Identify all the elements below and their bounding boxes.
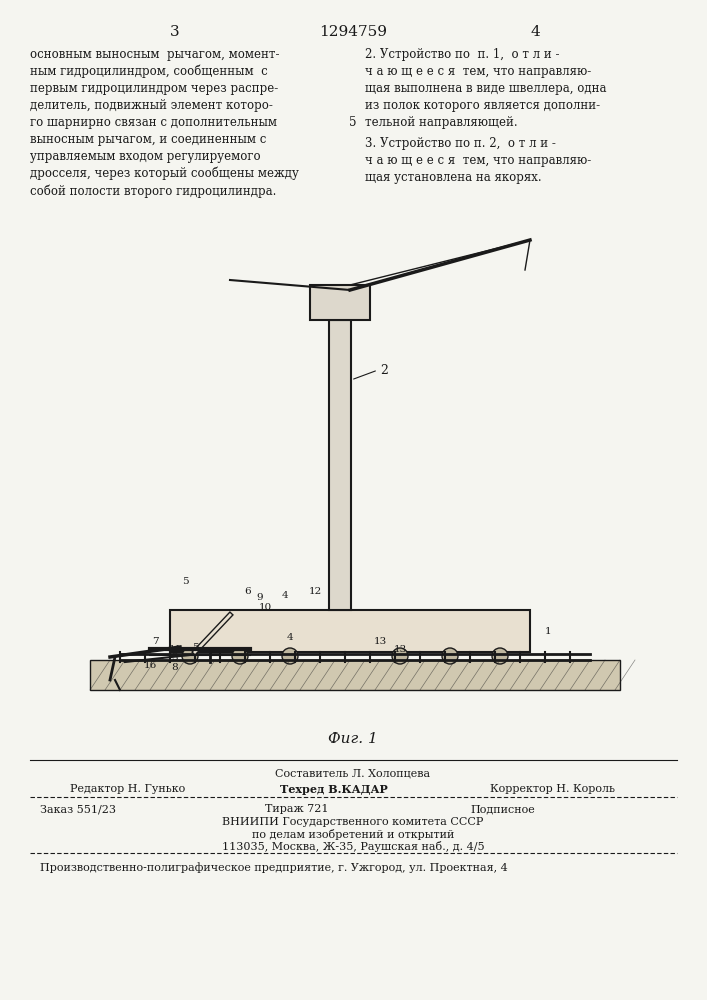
Text: 10: 10 bbox=[258, 602, 271, 611]
Bar bbox=[329, 320, 351, 610]
Text: Производственно-полиграфическое предприятие, г. Ужгород, ул. Проектная, 4: Производственно-полиграфическое предприя… bbox=[40, 862, 508, 873]
Circle shape bbox=[232, 648, 248, 664]
Text: из полок которого является дополни-: из полок которого является дополни- bbox=[365, 99, 600, 112]
Text: го шарнирно связан с дополнительным: го шарнирно связан с дополнительным bbox=[30, 116, 277, 129]
Text: щая выполнена в виде швеллера, одна: щая выполнена в виде швеллера, одна bbox=[365, 82, 607, 95]
Text: 11: 11 bbox=[168, 646, 182, 654]
Text: 113035, Москва, Ж-35, Раушская наб., д. 4/5: 113035, Москва, Ж-35, Раушская наб., д. … bbox=[222, 841, 484, 852]
Text: 9: 9 bbox=[257, 593, 263, 602]
Text: 2. Устройство по  п. 1,  о т л и -: 2. Устройство по п. 1, о т л и - bbox=[365, 48, 559, 61]
Text: 5: 5 bbox=[192, 643, 198, 652]
Text: 3: 3 bbox=[172, 652, 178, 662]
Circle shape bbox=[282, 648, 298, 664]
Text: 4: 4 bbox=[286, 634, 293, 643]
Bar bbox=[170, 610, 530, 652]
Text: 16: 16 bbox=[144, 660, 157, 670]
Text: 4: 4 bbox=[530, 25, 540, 39]
Text: Корректор Н. Король: Корректор Н. Король bbox=[490, 784, 615, 794]
Circle shape bbox=[182, 648, 198, 664]
Text: Фиг. 1: Фиг. 1 bbox=[328, 732, 378, 746]
Text: щая установлена на якорях.: щая установлена на якорях. bbox=[365, 171, 542, 184]
Text: Составитель Л. Холопцева: Составитель Л. Холопцева bbox=[276, 768, 431, 778]
Text: основным выносным  рычагом, момент-: основным выносным рычагом, момент- bbox=[30, 48, 279, 61]
Text: Подписное: Подписное bbox=[470, 804, 534, 814]
Text: 8: 8 bbox=[172, 662, 178, 672]
Text: 1294759: 1294759 bbox=[319, 25, 387, 39]
Circle shape bbox=[492, 648, 508, 664]
Text: 6: 6 bbox=[245, 587, 251, 596]
Text: 5: 5 bbox=[349, 116, 357, 129]
Text: делитель, подвижный элемент которо-: делитель, подвижный элемент которо- bbox=[30, 99, 273, 112]
Text: Заказ 551/23: Заказ 551/23 bbox=[40, 804, 116, 814]
Text: ч а ю щ е е с я  тем, что направляю-: ч а ю щ е е с я тем, что направляю- bbox=[365, 154, 591, 167]
Text: 3. Устройство по п. 2,  о т л и -: 3. Устройство по п. 2, о т л и - bbox=[365, 137, 556, 150]
Bar bbox=[310, 285, 370, 320]
Text: 13: 13 bbox=[393, 646, 407, 654]
Text: выносным рычагом, и соединенным с: выносным рычагом, и соединенным с bbox=[30, 133, 267, 146]
Text: по делам изобретений и открытий: по делам изобретений и открытий bbox=[252, 829, 454, 840]
Text: первым гидроцилиндром через распре-: первым гидроцилиндром через распре- bbox=[30, 82, 279, 95]
Text: управляемым входом регулируемого: управляемым входом регулируемого bbox=[30, 150, 261, 163]
Text: 7: 7 bbox=[152, 638, 158, 647]
Text: 2: 2 bbox=[380, 363, 388, 376]
Circle shape bbox=[392, 648, 408, 664]
Text: ВНИИПИ Государственного комитета СССР: ВНИИПИ Государственного комитета СССР bbox=[222, 817, 484, 827]
Bar bbox=[90, 660, 620, 690]
Text: 13: 13 bbox=[373, 638, 387, 647]
Text: Редактор Н. Гунько: Редактор Н. Гунько bbox=[70, 784, 185, 794]
Text: 3: 3 bbox=[170, 25, 180, 39]
Text: 1: 1 bbox=[545, 628, 551, 637]
Text: Тираж 721: Тираж 721 bbox=[265, 804, 329, 814]
Text: собой полости второго гидроцилиндра.: собой полости второго гидроцилиндра. bbox=[30, 184, 276, 198]
Circle shape bbox=[442, 648, 458, 664]
Text: 5: 5 bbox=[182, 578, 188, 586]
Text: тельной направляющей.: тельной направляющей. bbox=[365, 116, 518, 129]
Text: 4: 4 bbox=[281, 591, 288, 600]
Text: ным гидроцилиндром, сообщенным  с: ным гидроцилиндром, сообщенным с bbox=[30, 65, 268, 79]
Text: 12: 12 bbox=[308, 587, 322, 596]
Text: дросселя, через который сообщены между: дросселя, через который сообщены между bbox=[30, 167, 299, 180]
Text: Техред В.КАДАР: Техред В.КАДАР bbox=[280, 784, 387, 795]
Text: ч а ю щ е е с я  тем, что направляю-: ч а ю щ е е с я тем, что направляю- bbox=[365, 65, 591, 78]
